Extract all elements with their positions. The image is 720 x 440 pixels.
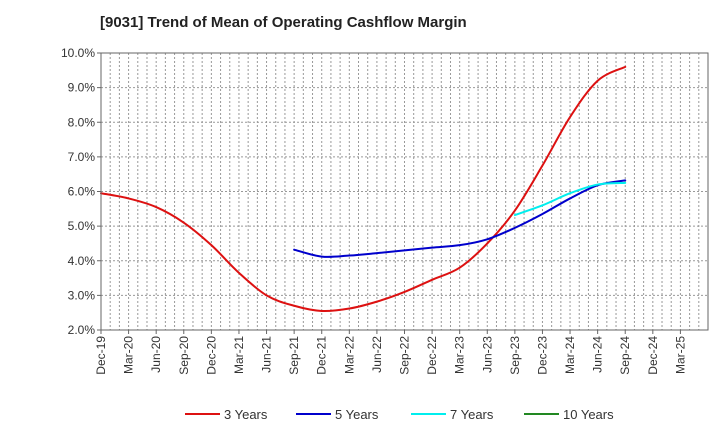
series-group	[100, 65, 627, 313]
x-tick-label: Sep-23	[508, 336, 522, 375]
y-tick-label: 3.0%	[68, 288, 96, 302]
y-tick-label: 6.0%	[68, 185, 96, 199]
y-tick-label: 10.0%	[61, 46, 95, 60]
x-tick-label: Mar-21	[232, 336, 246, 374]
series-line-3-years	[100, 65, 627, 313]
legend-label-3-years: 3 Years	[224, 407, 268, 422]
x-tick-label: Sep-24	[618, 336, 632, 375]
x-tick-label: Sep-22	[398, 336, 412, 375]
legend-label-7-years: 7 Years	[450, 407, 494, 422]
grid-lines	[101, 53, 708, 330]
x-tick-label: Dec-20	[204, 336, 218, 375]
x-tick-label: Jun-20	[149, 336, 163, 373]
x-tick-label: Sep-20	[177, 336, 191, 375]
x-tick-label: Jun-23	[480, 336, 494, 373]
x-tick-label: Dec-19	[94, 336, 108, 375]
x-tick-label: Sep-21	[287, 336, 301, 375]
x-tick-label: Jun-24	[591, 336, 605, 373]
y-axis: 2.0% 3.0% 4.0% 5.0% 6.0% 7.0% 8.0% 9.0% 10.0%	[61, 46, 101, 337]
y-tick-label: 8.0%	[68, 115, 96, 129]
chart-title: [9031] Trend of Mean of Operating Cashfl…	[100, 14, 467, 31]
x-tick-label: Dec-21	[315, 336, 329, 375]
x-tick-label: Mar-23	[453, 336, 467, 374]
y-tick-label: 7.0%	[68, 150, 96, 164]
legend-label-5-years: 5 Years	[335, 407, 379, 422]
x-axis: Dec-19 Mar-20 Jun-20 Sep-20 Dec-20 Mar-21 Jun-…	[94, 330, 687, 375]
x-tick-label: Dec-23	[535, 336, 549, 375]
plot-frame	[100, 52, 709, 331]
x-tick-label: Mar-24	[563, 336, 577, 374]
x-tick-label: Jun-22	[370, 336, 384, 373]
legend-label-10-years: 10 Years	[563, 407, 614, 422]
x-tick-label: Mar-20	[122, 336, 136, 374]
y-tick-label: 5.0%	[68, 219, 96, 233]
y-tick-label: 9.0%	[68, 81, 96, 95]
x-tick-label: Mar-22	[342, 336, 356, 374]
x-tick-label: Mar-25	[673, 336, 687, 374]
x-tick-label: Dec-22	[425, 336, 439, 375]
series-line-7-years	[513, 181, 627, 217]
x-tick-label: Dec-24	[646, 336, 660, 375]
x-tick-label: Jun-21	[260, 336, 274, 373]
legend: 3 Years 5 Years 7 Years 10 Years	[185, 407, 614, 422]
y-tick-label: 4.0%	[68, 254, 96, 268]
series-line-5-years	[293, 179, 627, 258]
y-tick-label: 2.0%	[68, 323, 96, 337]
